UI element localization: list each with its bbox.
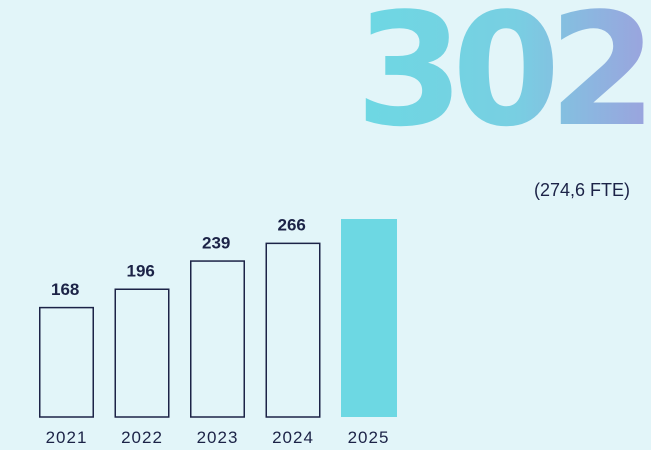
headline-subtitle: (274,6 FTE) — [533, 180, 630, 200]
data-label-2021: 168 — [51, 280, 79, 299]
data-label-2022: 196 — [127, 261, 155, 280]
x-tick-label-2024: 2024 — [272, 428, 314, 447]
x-tick-label-2021: 2021 — [46, 428, 88, 447]
bar-2021 — [39, 306, 94, 418]
x-tick-label-2023: 2023 — [197, 428, 239, 447]
bar-2022 — [114, 288, 170, 418]
data-label-2023: 239 — [202, 233, 230, 252]
data-label-2024: 266 — [278, 216, 306, 235]
headline-value: 302 — [355, 0, 651, 148]
bar-2024 — [265, 242, 321, 418]
bar-2023 — [190, 260, 245, 418]
bar-2025 — [341, 219, 397, 417]
x-tick-label-2022: 2022 — [121, 428, 163, 447]
x-tick-label-2025: 2025 — [348, 428, 390, 447]
